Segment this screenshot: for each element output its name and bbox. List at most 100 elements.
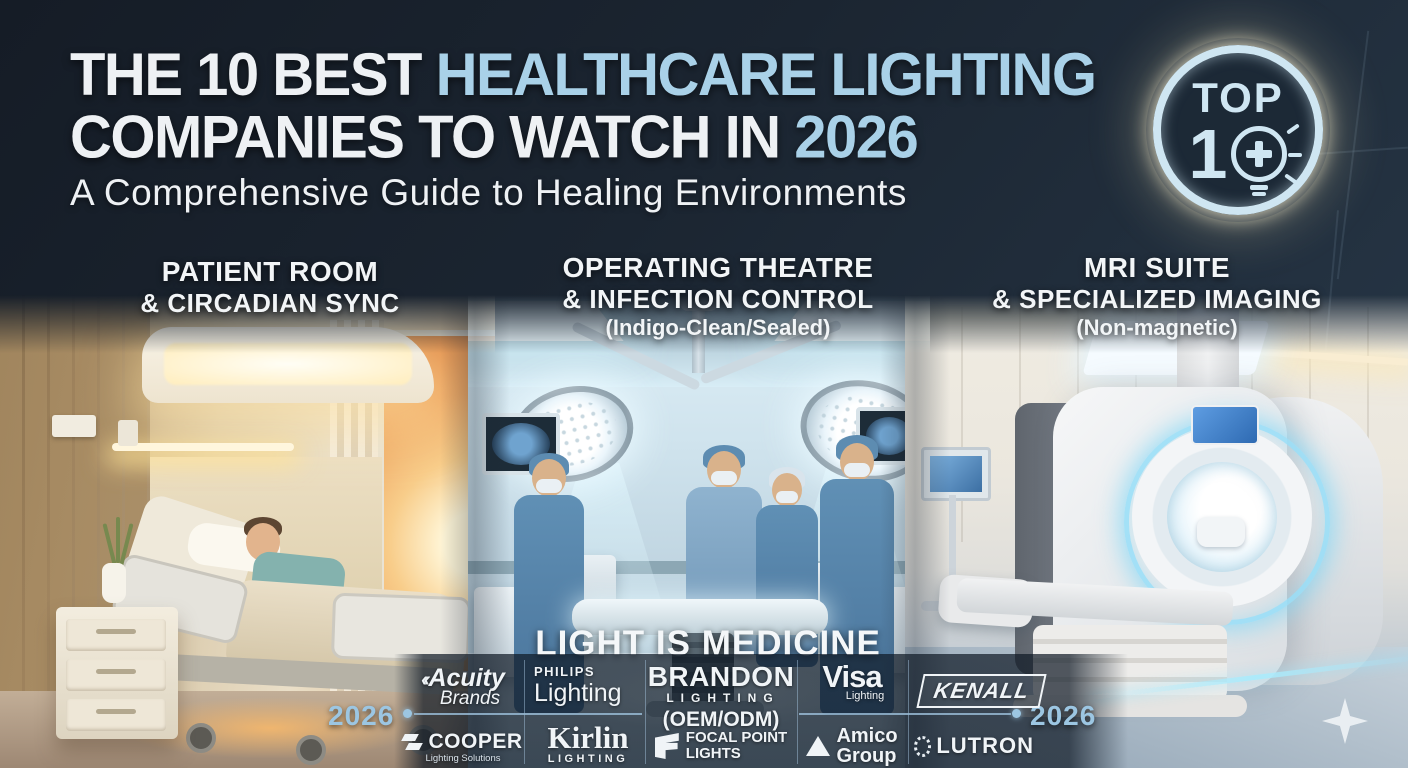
company-logo-panel <box>394 654 1128 768</box>
section-title: OPERATING THEATRE <box>562 252 874 283</box>
logo-name: Acuity <box>428 664 505 692</box>
architecture-line <box>1336 30 1370 280</box>
logo-subname: Group <box>836 745 897 767</box>
title-line2-white: COMPANIES TO WATCH IN <box>70 103 781 171</box>
section-title: MRI SUITE <box>1083 252 1231 283</box>
surgical-light-mount <box>680 295 718 311</box>
logo-name: BRANDON <box>647 661 795 692</box>
acuity-swoosh-icon: ‹‹ <box>421 669 431 691</box>
bulb-ray <box>1286 123 1301 135</box>
wall-outlet <box>118 420 138 446</box>
timeline-year-right: 2026 <box>1030 700 1097 731</box>
title-line1-highlight: HEALTHCARE LIGHTING <box>435 40 1097 109</box>
canopy-light-panel <box>164 343 412 385</box>
page-title: THE 10 BEST HEALTHCARE LIGHTING COMPANIE… <box>70 40 1097 169</box>
surgical-mask <box>844 463 870 477</box>
drawer-handle <box>96 669 136 674</box>
logo-name: Amico <box>836 725 898 747</box>
logo-kenall: KENALL <box>916 674 1047 708</box>
bed-wheel <box>186 723 216 753</box>
logo-divider <box>524 660 525 764</box>
logo-cooper-lighting: COOPER Lighting Solutions <box>400 730 526 764</box>
badge-ring <box>1153 45 1323 215</box>
timeline-line-right <box>799 713 1011 715</box>
logo-brandon-lighting: BRANDON LIGHTING (OEM/ODM) <box>646 661 796 732</box>
section-title: PATIENT ROOM <box>161 256 379 287</box>
logo-visa-lighting: Visa Lighting <box>800 659 904 702</box>
focal-point-f-icon <box>654 733 679 759</box>
logo-text-block: Amico Group <box>836 726 897 766</box>
timeline-line-left <box>414 713 642 715</box>
drawer-handle <box>96 709 136 714</box>
section-heading-operating-theatre: OPERATING THEATRE & INFECTION CONTROL (I… <box>528 252 908 341</box>
logo-name-row: COOPER <box>400 730 526 754</box>
logo-name: FOCAL POINT <box>685 729 788 746</box>
plant-stem <box>116 517 120 563</box>
amico-triangle-icon <box>806 736 831 756</box>
bulb-ray <box>1284 173 1299 185</box>
cabinet-drawer <box>66 659 166 691</box>
timeline-year-left: 2026 <box>328 700 395 731</box>
drawer-handle <box>96 629 136 634</box>
logo-acuity-brands: ‹‹Acuity Brands <box>404 664 522 710</box>
bed-wheel <box>296 735 326 765</box>
wall-control-panel <box>52 415 96 437</box>
logo-name-row: FOCAL POINT LIGHTS <box>650 730 792 762</box>
section-heading-mri-suite: MRI SUITE & SPECIALIZED IMAGING (Non-mag… <box>967 252 1347 341</box>
section-subtitle: & CIRCADIAN SYNC <box>140 288 400 318</box>
nurse-body <box>756 505 818 667</box>
logo-text-block: FOCAL POINT LIGHTS <box>686 730 787 762</box>
badge-number-row: 1 <box>1146 119 1330 196</box>
bedside-cabinet <box>56 607 178 739</box>
subtitle: A Comprehensive Guide to Healing Environ… <box>70 172 907 213</box>
logo-subname: Lighting <box>534 679 622 707</box>
surgical-mask <box>711 471 737 485</box>
title-line-2: COMPANIES TO WATCH IN 2026 <box>70 106 1096 168</box>
logo-divider <box>908 660 909 764</box>
logo-divider <box>797 660 798 764</box>
kenall-logo-box: KENALL <box>916 674 1047 708</box>
section-note: (Non-magnetic) <box>1076 315 1238 340</box>
head-coil <box>1197 517 1245 547</box>
surgical-light-pole <box>692 295 705 373</box>
top-10-badge: TOP 1 <box>1146 38 1330 222</box>
logo-name: Visa <box>822 659 882 694</box>
wall-strip-light <box>112 443 294 451</box>
operating-table <box>572 599 828 635</box>
nurse <box>756 467 818 667</box>
title-line1-white: THE 10 BEST <box>70 40 422 109</box>
lightbulb-plus-icon <box>1231 123 1303 196</box>
logo-name-row: LUTRON <box>914 733 1034 759</box>
bulb-ray <box>1288 153 1303 157</box>
workstation-pole <box>949 495 956 605</box>
logo-subname: LIGHTS <box>685 745 741 762</box>
logo-name: KENALL <box>931 678 1032 703</box>
section-subtitle: & INFECTION CONTROL <box>562 284 874 314</box>
section-heading-patient-room: PATIENT ROOM & CIRCADIAN SYNC <box>80 256 460 319</box>
lutron-sunburst-icon <box>914 735 932 757</box>
title-line2-highlight: 2026 <box>794 103 919 171</box>
workstation-monitor <box>921 447 991 501</box>
title-line-1: THE 10 BEST HEALTHCARE LIGHTING <box>70 40 1097 109</box>
canopy-light-fixture <box>142 327 434 403</box>
logo-philips-lighting: PHILIPS Lighting <box>530 664 646 708</box>
logo-lutron: LUTRON <box>914 733 1034 759</box>
logo-focal-point-lights: FOCAL POINT LIGHTS <box>650 730 792 762</box>
plant-vase <box>102 563 126 603</box>
logo-subname: LIGHTING <box>547 753 629 765</box>
timeline-dot-right <box>1012 709 1021 718</box>
surgical-mask <box>536 479 562 493</box>
badge-top-label: TOP <box>1192 74 1284 121</box>
logo-kirlin-lighting: Kirlin LIGHTING <box>534 720 642 765</box>
cabinet-drawer <box>66 699 166 731</box>
section-subtitle: & SPECIALIZED IMAGING <box>992 284 1322 314</box>
ceiling-column <box>1177 309 1239 393</box>
logo-divider <box>645 660 646 764</box>
workstation-screen <box>930 456 982 492</box>
logo-name-row: Amico Group <box>802 726 902 766</box>
logo-name-row: ‹‹Acuity <box>404 664 522 693</box>
logo-name: Kirlin <box>547 720 629 755</box>
logo-note: (OEM/ODM) <box>662 708 780 731</box>
surgical-mask <box>776 491 798 503</box>
